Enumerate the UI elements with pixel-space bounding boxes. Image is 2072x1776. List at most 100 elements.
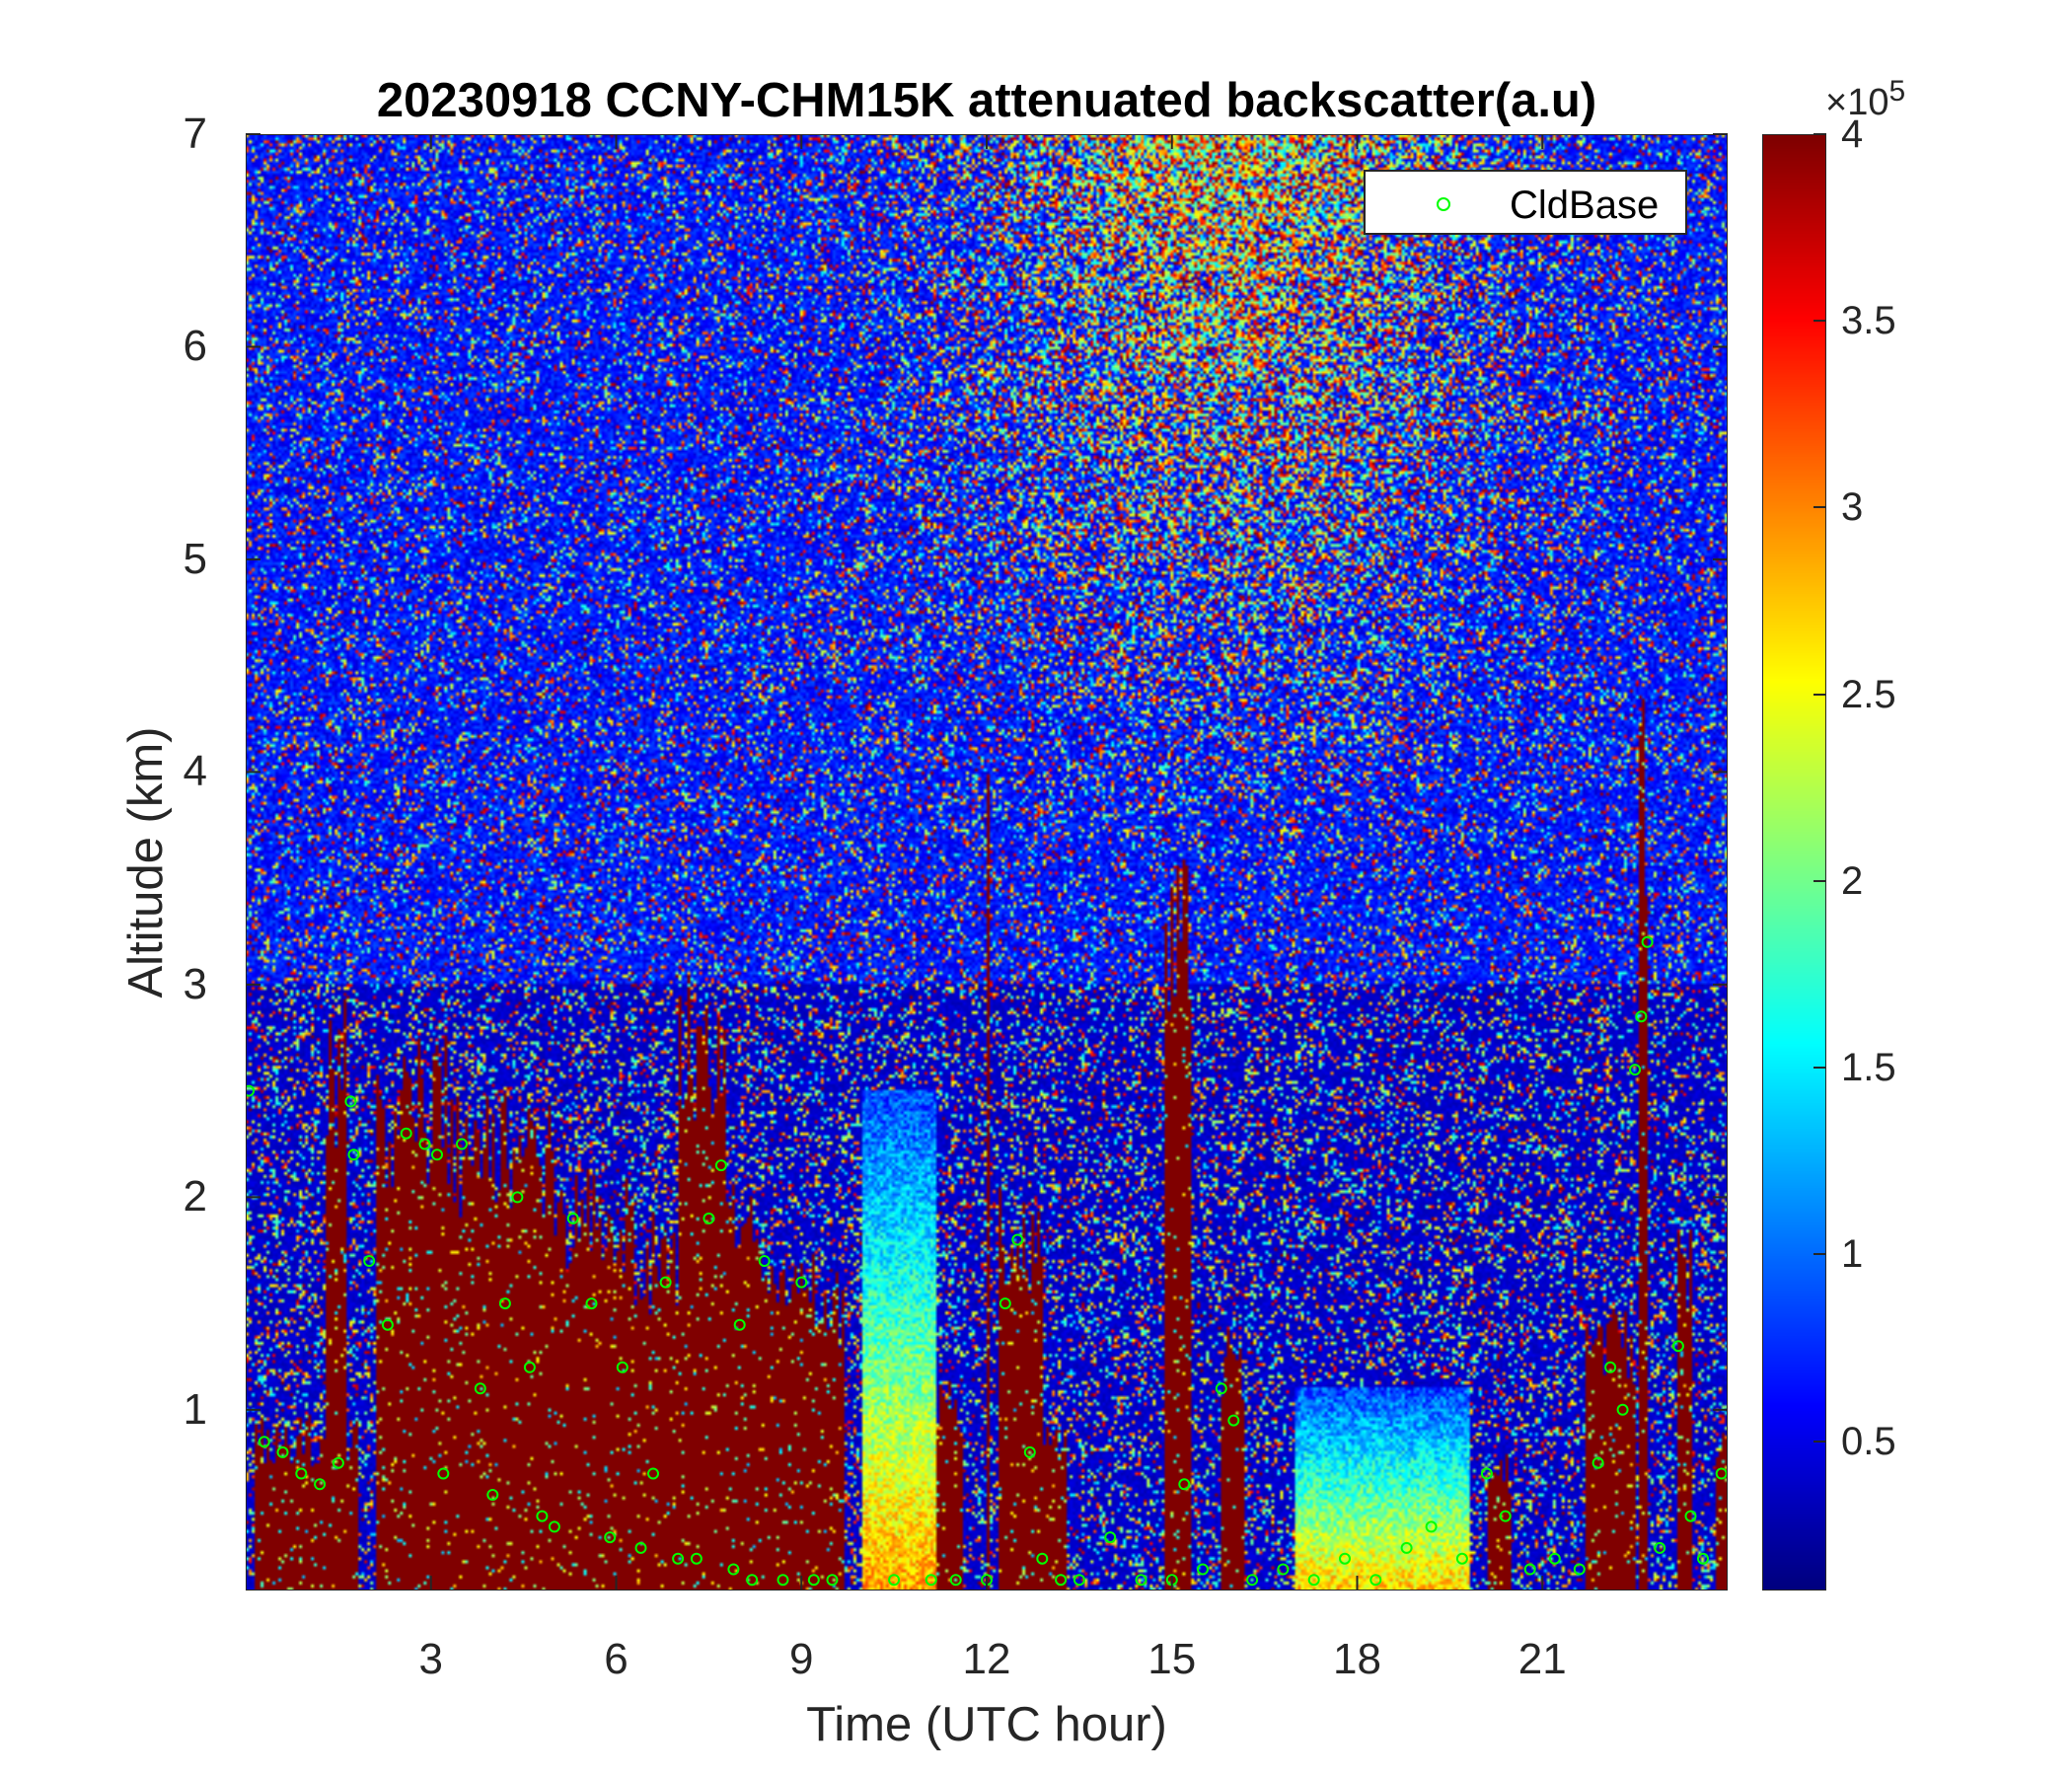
colorbar-tick-label: 1 [1841,1232,1864,1277]
colorbar-tick-label: 1.5 [1841,1046,1896,1090]
cloud-base-point [604,1531,617,1544]
cloud-base-point [1277,1563,1290,1576]
y-tick-label: 1 [183,1384,207,1434]
cloud-base-point [585,1297,598,1310]
cloud-base-point [1165,1574,1178,1587]
x-tick-label: 12 [962,1635,1011,1683]
cloud-base-point [347,1148,360,1161]
cloud-base-point [1246,1574,1259,1587]
x-tick-label: 21 [1517,1635,1567,1683]
y-tick-label: 3 [183,959,207,1008]
cloud-base-point [1339,1552,1351,1565]
cloud-base-markers [246,935,1728,1587]
cloud-base-point [486,1489,499,1501]
colorbar-tick [1813,1067,1826,1070]
cloud-base-point [523,1361,536,1373]
cloud-base-point [758,1255,771,1267]
cloud-base-point [511,1191,524,1204]
cloud-base-point [1523,1563,1536,1576]
cloud-base-point [363,1255,376,1267]
cloud-base-point [246,1084,256,1097]
cloud-base-point [381,1318,394,1331]
cloud-base-point [1369,1574,1382,1587]
colorbar-tick-label: 0.5 [1841,1419,1896,1463]
cloud-base-point [431,1148,443,1161]
cloud-base-point [456,1138,468,1150]
cloud-base-point [1616,1403,1629,1416]
cloud-base-point [1073,1574,1085,1587]
colorbar-tick-label: 3.5 [1841,299,1896,343]
cloud-base-point [1629,1064,1642,1076]
cloud-base-point [672,1552,685,1565]
cloud-base-point [733,1318,746,1331]
cloud-base-point [1671,1340,1684,1353]
y-tick-label: 2 [183,1172,207,1221]
cloud-base-point [1715,1467,1728,1480]
cloud-base-point [1227,1414,1240,1427]
cloud-base-point [925,1574,937,1587]
cloud-base-point [566,1212,579,1224]
cloud-base-point [548,1520,560,1533]
plot-area [246,134,1728,1591]
cloud-base-point [1104,1531,1117,1544]
colorbar-multiplier-exponent: 5 [1888,75,1906,108]
legend: CldBase [1364,170,1687,235]
cloud-base-point [1641,935,1654,948]
cloud-base-point [1604,1361,1617,1373]
cloud-base-point [498,1297,511,1310]
cloud-base-point [690,1552,703,1565]
colorbar-tick [1813,693,1826,696]
colorbar-tick [1813,1440,1826,1443]
cloud-base-point [258,1436,270,1448]
colorbar-tick [1813,506,1826,509]
cloud-base-point [314,1478,327,1491]
legend-entry-label: CldBase [1510,184,1660,227]
cloud-base-point [1023,1445,1036,1458]
colorbar-multiplier-prefix: ×10 [1825,82,1889,123]
cloud-base-point [888,1574,901,1587]
cloud-base-point [400,1127,412,1140]
y-tick-label: 4 [183,747,207,796]
colorbar-tick-label: 3 [1841,485,1864,530]
cloud-base-point [295,1467,308,1480]
cloud-base-point [1455,1552,1468,1565]
x-tick-label: 9 [789,1635,814,1683]
cloud-base-point [1197,1563,1209,1576]
cloud-base-point [1135,1574,1147,1587]
colorbar-tick [1813,879,1826,882]
cloud-base-point [1011,1233,1024,1246]
colorbar-tick [1813,1253,1826,1256]
cloud-base-point [1591,1456,1604,1469]
cloud-base-point [659,1276,672,1289]
colorbar-tick-label: 2.5 [1841,672,1896,716]
y-tick-label: 7 [183,110,207,158]
backscatter-heatmap [246,134,1728,1591]
cloud-base-point [276,1445,289,1458]
cloud-base-point [332,1456,344,1469]
cloud-base-point [647,1467,659,1480]
cloud-base-point [536,1510,549,1522]
cloud-base-point [807,1574,820,1587]
cloud-base-point [437,1467,450,1480]
chart-title: 20230918 CCNY-CHM15K attenuated backscat… [376,74,1597,127]
y-tick-label: 6 [183,322,207,371]
cloud-base-point [1400,1541,1413,1554]
x-tick-label: 18 [1333,1635,1381,1683]
cloud-base-point [1499,1510,1512,1522]
cloud-base-point [1573,1563,1586,1576]
cloud-base-point [981,1574,993,1587]
cloud-base-point [746,1574,759,1587]
colorbar-tick-label: 4 [1841,112,1864,156]
cloud-base-point [999,1297,1011,1310]
cloud-base-point [1654,1541,1666,1554]
cloud-base-point [634,1541,647,1554]
cloud-base-point [344,1095,357,1108]
colorbar-tick-label: 2 [1841,858,1864,903]
cloud-base-point [703,1212,715,1224]
colorbar-tick [1813,133,1826,135]
x-tick-label: 3 [418,1635,443,1683]
cloud-base-point [1548,1552,1561,1565]
x-axis-label: Time (UTC hour) [806,1698,1167,1751]
cloud-base-point [1178,1478,1191,1491]
cloud-base-point [826,1574,839,1587]
